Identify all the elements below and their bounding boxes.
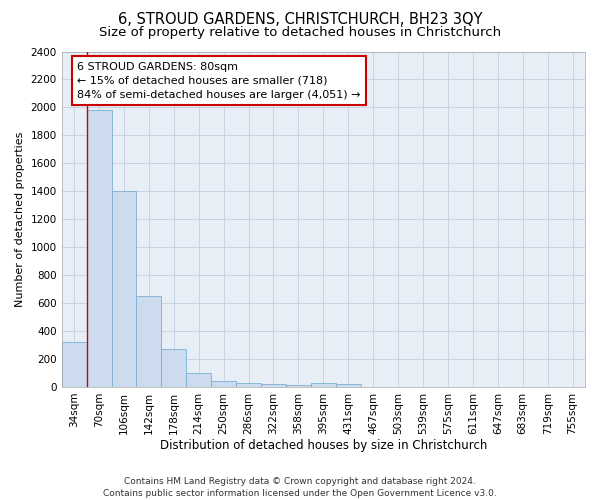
Bar <box>112 192 136 387</box>
Bar <box>62 342 86 387</box>
Text: 6, STROUD GARDENS, CHRISTCHURCH, BH23 3QY: 6, STROUD GARDENS, CHRISTCHURCH, BH23 3Q… <box>118 12 482 28</box>
Y-axis label: Number of detached properties: Number of detached properties <box>15 132 25 307</box>
Bar <box>286 385 311 387</box>
Bar <box>136 296 161 387</box>
X-axis label: Distribution of detached houses by size in Christchurch: Distribution of detached houses by size … <box>160 440 487 452</box>
Bar <box>186 373 211 387</box>
Bar <box>211 380 236 387</box>
Bar <box>311 384 336 387</box>
Text: Contains HM Land Registry data © Crown copyright and database right 2024.
Contai: Contains HM Land Registry data © Crown c… <box>103 476 497 498</box>
Bar <box>161 348 186 387</box>
Bar <box>336 384 361 387</box>
Text: Size of property relative to detached houses in Christchurch: Size of property relative to detached ho… <box>99 26 501 39</box>
Bar <box>236 383 261 387</box>
Bar <box>261 384 286 387</box>
Bar <box>86 110 112 387</box>
Text: 6 STROUD GARDENS: 80sqm
← 15% of detached houses are smaller (718)
84% of semi-d: 6 STROUD GARDENS: 80sqm ← 15% of detache… <box>77 62 361 100</box>
